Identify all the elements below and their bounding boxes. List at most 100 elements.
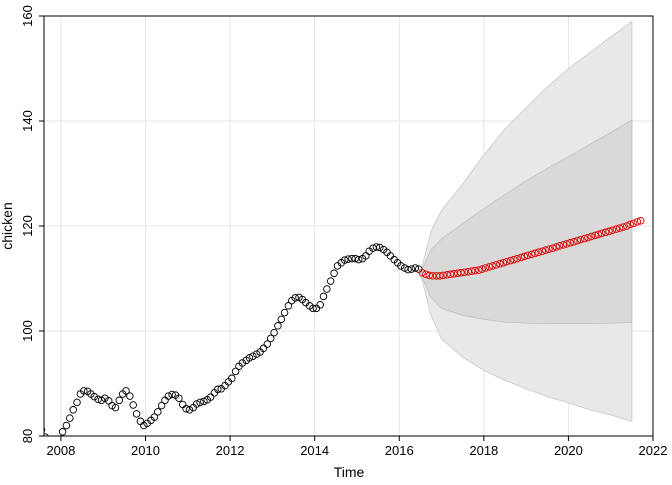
observed-point [73,398,81,407]
x-tick-label: 2022 [639,443,668,458]
forecast-point [623,222,631,230]
observed-point [397,262,405,270]
observed-point [58,428,67,436]
forecast-point [591,231,599,240]
observed-point [326,277,335,285]
forecast-point [492,261,500,269]
forecast-point [471,266,479,275]
forecast-point [534,248,543,257]
observed-point [129,401,137,409]
observed-point [196,398,204,407]
forecast-point [538,247,546,255]
forecast-point [439,271,447,280]
forecast-point [510,255,518,264]
forecast-point [636,217,645,225]
observed-point [175,394,183,402]
forecast-point [496,260,504,268]
forecast-point [488,262,497,270]
forecast-point [527,250,536,259]
observed-point [115,396,124,405]
observed-point [274,322,282,330]
forecast-point [559,241,568,249]
forecast-point [502,257,511,266]
y-axis-label: chicken [0,202,15,249]
observed-point [411,264,420,272]
forecast-point [552,243,560,251]
observed-point [178,400,187,409]
forecast-point [570,238,578,246]
prediction-intervals [419,20,633,422]
observed-point [122,387,130,395]
forecast-point [428,272,437,280]
x-tick-label: 2012 [216,443,245,458]
forecast-point [418,268,426,277]
forecast-point [580,234,589,243]
forecast-point [545,245,553,253]
forecast-point [524,251,532,260]
observed-point [185,406,194,414]
forecast-point [531,249,539,258]
observed-point [136,417,145,426]
observed-point [57,435,62,436]
forecast-point [562,240,571,248]
forecast-point [587,232,596,241]
observed-point [164,392,173,400]
x-tick-label: 2020 [554,443,583,458]
observed-point [132,410,141,418]
observed-point [245,354,254,362]
forecast-point [446,270,455,279]
observed-point [182,404,190,413]
observed-point [206,393,215,401]
forecast-point [422,270,430,279]
observed-point [80,387,88,395]
observed-point [280,308,289,317]
y-tick-label: 120 [20,215,35,237]
observed-point [66,414,74,422]
forecast-point [629,219,638,228]
observed-point [284,302,293,310]
observed-point [249,352,257,360]
forecast-point [425,271,434,280]
forecast-point [576,235,585,244]
observed-point [259,344,268,353]
x-axis-label: Time [334,464,365,480]
observed-point [168,390,176,399]
y-tick-label: 100 [20,320,35,342]
x-tick-label: 2014 [300,443,329,458]
forecast-point [481,264,490,272]
x-tick-label: 2016 [385,443,414,458]
forecast-point [608,226,617,234]
observed-point [161,396,169,405]
forecast-point [499,259,508,267]
observed-point [291,294,299,302]
forecast-point [594,230,603,239]
forecast-point [517,253,525,262]
observed-point [344,255,352,263]
observed-point [340,256,349,264]
forecast-point [541,246,550,254]
forecast-point [566,239,574,247]
x-tick-label: 2008 [46,443,75,458]
forecast-point [626,220,634,229]
forecast-point [506,256,515,265]
forecast-point [619,223,627,231]
forecast-point [436,272,444,280]
forecast-point [584,233,592,242]
observed-point [263,340,272,348]
observed-point [90,392,99,401]
observed-point [192,400,201,408]
y-tick-label: 80 [20,429,35,443]
forecast-point [605,227,613,236]
observed-point [157,401,166,410]
observed-point [270,328,278,337]
y-tick-label: 160 [20,5,35,27]
observed-point [101,394,109,402]
observed-point [150,413,159,421]
forecast-point [633,218,642,226]
observed-point [319,292,328,301]
observed-point [266,334,275,343]
observed-point [69,406,77,414]
data-points [44,217,645,436]
